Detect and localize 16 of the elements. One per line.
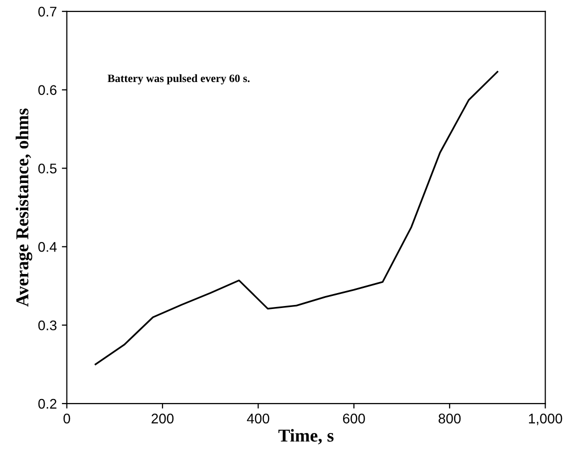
x-tick-label: 400	[246, 414, 270, 424]
x-tick-label: 1,000	[528, 414, 562, 426]
x-tick-label: 600	[343, 414, 365, 424]
x-tick-label: 200	[152, 414, 174, 424]
y-axis-title: Average Resistance, ohms	[16, 108, 32, 307]
y-tick-label: 0.6	[38, 85, 56, 95]
line-series	[94, 70, 498, 366]
y-tick-label: 0.2	[38, 398, 56, 409]
y-tick-label: 0.4	[38, 242, 57, 252]
x-tick-label: 800	[438, 414, 461, 424]
y-tick-label: 0.3	[38, 320, 56, 330]
y-tick-label: 0.5	[38, 164, 57, 174]
x-axis-title: Time, s	[278, 429, 334, 444]
x-tick-label: 0	[63, 414, 70, 424]
annotation: Battery was pulsed every 60 s.	[108, 74, 250, 84]
y-tick-label: 0.7	[38, 6, 56, 17]
